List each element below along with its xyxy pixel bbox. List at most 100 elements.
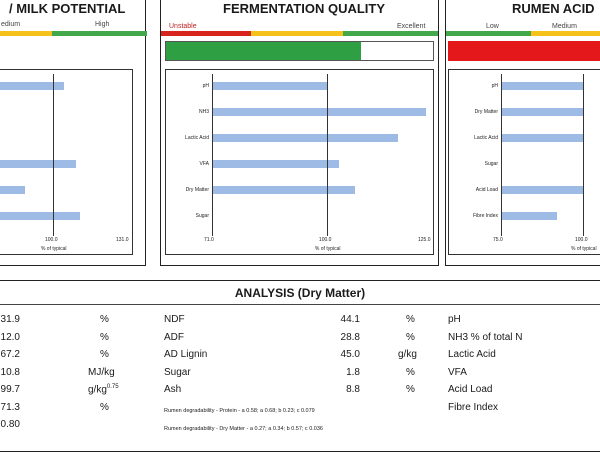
bar-label: NH3	[198, 109, 209, 115]
panel-title: / MILK POTENTIAL	[9, 1, 126, 16]
analysis-unit: MJ/kg	[88, 367, 115, 378]
analysis-unit: g/kg0.75	[88, 384, 119, 395]
chart-bar	[212, 186, 355, 194]
axis-label: % of typical	[571, 246, 597, 252]
scale-label-excellent: Excellent	[397, 23, 426, 30]
chart-bar	[501, 108, 583, 116]
axis-line	[501, 74, 502, 236]
bar-label: Lactic Acid	[185, 135, 209, 141]
chart-bar	[501, 82, 583, 90]
milk-scale-bar	[0, 31, 147, 36]
reference-line	[583, 74, 584, 236]
bar-label: Lactic Acid	[474, 135, 498, 141]
chart-bar	[212, 134, 399, 142]
analysis-value: 31.9	[0, 314, 20, 325]
analysis-value: 8.8	[346, 384, 360, 395]
tick-label: 100.0	[575, 237, 588, 243]
milk-chart: 100.0 131.0 % of typical	[0, 69, 133, 255]
chart-bar	[0, 186, 26, 194]
analysis-divider	[0, 304, 600, 305]
fermentation-chart: pH NH3 Lactic Acid VFA Dry Matter Sugar 71.0 10…	[165, 69, 434, 255]
chart-bar	[0, 82, 65, 90]
analysis-label: NDF	[164, 314, 185, 325]
analysis-value: 71.3	[0, 401, 20, 413]
chart-bar	[0, 160, 76, 168]
panel-title: RUMEN ACID	[512, 1, 595, 16]
chart-bar	[212, 82, 327, 90]
analysis-unit: %	[406, 314, 415, 325]
scale-label-high: High	[95, 21, 110, 28]
unit-text: MJ/kg	[88, 366, 115, 378]
bar-label: Fibre Index	[472, 213, 498, 219]
milk-potential-panel: / MILK POTENTIAL edium High 100.0 131.0 % …	[0, 0, 147, 266]
analysis-value: 28.8	[340, 331, 360, 343]
degradability-protein: Rumen degradability - Protein - a 0.58; …	[164, 408, 315, 414]
tick-label: 131.0	[116, 237, 129, 243]
fermentation-quality-panel: FERMENTATION QUALITY Unstable Excellent …	[160, 0, 439, 266]
reference-line	[326, 74, 328, 236]
analysis-label: ADF	[164, 331, 184, 343]
rumen-scale-bar	[446, 31, 600, 36]
bar-label: Sugar	[195, 213, 209, 219]
analysis-unit: %	[406, 366, 415, 378]
tick-label: 100.0	[318, 237, 332, 243]
scale-label-unstable: Unstable	[169, 23, 197, 30]
analysis-unit: %	[100, 349, 109, 360]
bar-label: Dry Matter	[474, 109, 498, 115]
analysis-unit: %	[100, 402, 109, 413]
analysis-unit: %	[406, 331, 415, 343]
tick-label: 100.0	[44, 237, 58, 243]
bar-label: pH	[202, 83, 209, 89]
analysis-unit: %	[100, 332, 109, 343]
unit-text: %	[100, 349, 109, 360]
unit-text: %	[100, 331, 109, 343]
bar-label: VFA	[199, 161, 209, 167]
axis-label: % of typical	[314, 246, 341, 252]
bar-label: pH	[491, 83, 498, 89]
analysis-value: 99.7	[0, 384, 20, 395]
bar-label: Sugar	[484, 161, 498, 167]
analysis-value: 0.80	[0, 419, 20, 430]
bar-label: Acid Load	[475, 187, 498, 193]
scale-label-low: Low	[486, 23, 499, 30]
analysis-unit: g/kg	[398, 349, 417, 360]
tick-label: 75.0	[493, 237, 503, 243]
analysis-label: AD Lignin	[164, 349, 208, 360]
rumen-chart: pH Dry Matter Lactic Acid Sugar Acid Load Fib…	[448, 69, 600, 255]
unit-exponent: 0.75	[106, 384, 119, 390]
unit-text: %	[100, 314, 109, 325]
analysis-value: 67.2	[0, 349, 20, 360]
panel-title: FERMENTATION QUALITY	[223, 1, 386, 16]
scale-label-medium: edium	[1, 21, 21, 28]
analysis-value: 10.8	[0, 366, 20, 378]
analysis-label: Acid Load	[448, 384, 493, 395]
analysis-label: Ash	[164, 384, 182, 395]
tick-label: 71.0	[204, 237, 214, 243]
analysis-label: pH	[448, 314, 461, 325]
analysis-label: Lactic Acid	[448, 349, 496, 360]
chart-bar	[0, 212, 81, 220]
analysis-value: 44.1	[340, 314, 360, 325]
fermentation-quality-gauge	[165, 41, 434, 61]
axis-label: % of typical	[40, 246, 67, 252]
unit-text: g/kg	[88, 384, 107, 396]
rumen-acid-panel: RUMEN ACID Low Medium pH Dry Matter Lactic…	[445, 0, 600, 266]
chart-bar	[501, 186, 583, 194]
axis-line	[212, 74, 213, 236]
fermentation-scale-bar	[161, 31, 438, 36]
analysis-value: 45.0	[340, 349, 360, 360]
scale-label-medium: Medium	[552, 23, 577, 30]
chart-bar	[212, 160, 339, 168]
analysis-value: 1.8	[346, 366, 360, 378]
tick-label: 125.0	[418, 237, 431, 243]
analysis-value: 12.0	[0, 331, 20, 343]
analysis-label: Sugar	[164, 366, 191, 378]
unit-text: %	[100, 401, 109, 413]
analysis-label: Fibre Index	[448, 401, 499, 413]
analysis-label: VFA	[448, 366, 467, 378]
chart-bar	[501, 212, 557, 220]
reference-line	[52, 74, 54, 236]
chart-bar	[212, 108, 426, 116]
analysis-title: ANALYSIS (Dry Matter)	[234, 286, 366, 300]
degradability-dry-matter: Rumen degradability - Dry Matter - a 0.2…	[164, 426, 323, 432]
